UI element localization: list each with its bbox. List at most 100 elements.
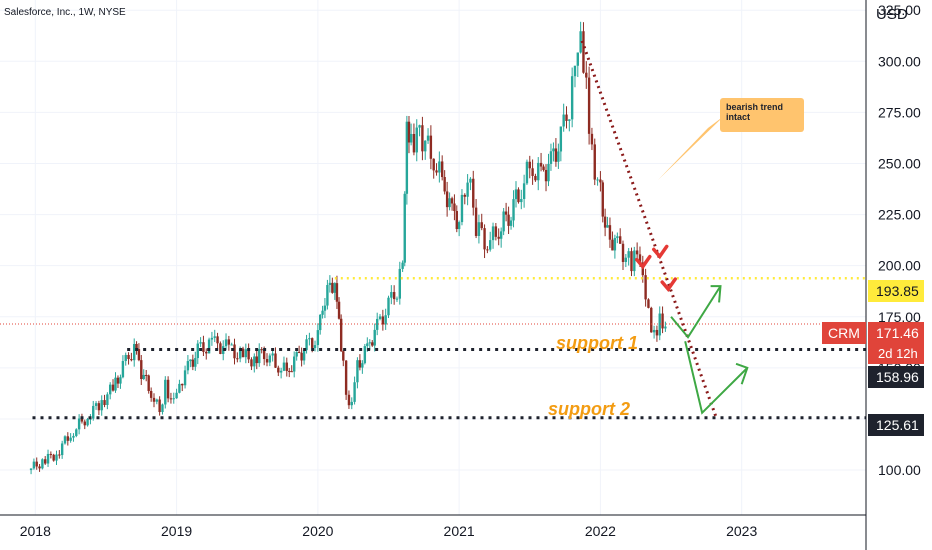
- candle-body: [387, 297, 390, 316]
- candle-body: [650, 307, 653, 333]
- candle-body: [562, 114, 565, 127]
- candle-body: [75, 429, 78, 436]
- candle-body: [435, 170, 438, 173]
- candle-body: [80, 418, 84, 422]
- candle-body: [375, 318, 379, 330]
- candle-body: [398, 268, 402, 299]
- candle-body: [539, 162, 543, 167]
- candle-body: [499, 231, 503, 239]
- candle-body: [52, 454, 55, 461]
- candle-body: [83, 421, 86, 426]
- candle-body: [147, 375, 150, 391]
- candle-body: [285, 362, 288, 371]
- candle-body: [224, 339, 228, 347]
- candle-body: [49, 453, 53, 455]
- x-tick-label: 2020: [302, 523, 333, 539]
- candle-body: [463, 194, 466, 197]
- candle-body: [544, 169, 548, 182]
- candle-body: [77, 418, 81, 430]
- x-tick-label: 2022: [585, 523, 616, 539]
- candle-body: [429, 135, 433, 159]
- candle-body: [114, 377, 117, 391]
- candle-body: [450, 198, 454, 204]
- y-tick-label: 325.00: [878, 2, 921, 18]
- candle-body: [172, 398, 175, 400]
- candle-body: [60, 443, 64, 456]
- candle-body: [403, 193, 406, 263]
- y-tick-label: 225.00: [878, 207, 921, 223]
- candle-body: [97, 403, 101, 411]
- x-tick-label: 2019: [161, 523, 192, 539]
- candle-body: [55, 454, 58, 461]
- candle-body: [103, 400, 106, 405]
- candle-body: [549, 151, 553, 164]
- candle-body: [603, 216, 607, 228]
- candle-body: [199, 342, 202, 344]
- candle-body: [323, 305, 327, 311]
- candle-body: [183, 370, 187, 386]
- candle-body: [635, 250, 639, 255]
- last-price-tag: 171.46: [868, 322, 924, 344]
- candle-body: [337, 301, 341, 319]
- candle-body: [313, 345, 317, 348]
- candle-body: [127, 354, 130, 360]
- candle-body: [601, 182, 604, 217]
- candle-body: [522, 183, 526, 200]
- candle-body: [531, 168, 534, 176]
- candle-body: [621, 243, 625, 262]
- candle-body: [41, 459, 44, 469]
- candle-body: [573, 65, 577, 77]
- candle-body: [565, 114, 568, 121]
- rejection-mark: [651, 244, 669, 260]
- candle-body: [46, 453, 50, 464]
- candle-body: [207, 339, 211, 354]
- candle-body: [290, 371, 293, 373]
- candle-body: [295, 351, 298, 357]
- candle-body: [326, 285, 329, 306]
- candle-body: [335, 283, 339, 302]
- candle-body: [202, 342, 205, 352]
- candle-body: [514, 189, 518, 200]
- countdown-tag: 2d 12h: [868, 344, 924, 364]
- candle-body: [116, 377, 120, 384]
- support-2-label: support 2: [548, 399, 631, 419]
- rejection-mark: [660, 277, 677, 292]
- candle-body: [585, 72, 588, 78]
- candle-body: [552, 148, 555, 152]
- candle-body: [517, 189, 520, 203]
- trendline: [580, 40, 724, 419]
- candle-body: [630, 251, 633, 272]
- candle-body: [155, 399, 159, 402]
- candle-body: [507, 214, 510, 226]
- candle-body: [236, 358, 239, 360]
- candle-body: [353, 382, 356, 402]
- candle-body: [169, 398, 173, 400]
- arrow-head: [735, 362, 749, 385]
- candle-body: [124, 354, 127, 362]
- candle-body: [570, 76, 574, 120]
- candle-body: [608, 225, 612, 240]
- candle-body: [300, 352, 303, 361]
- candle-body: [44, 459, 47, 464]
- candle-body: [331, 282, 334, 293]
- candle-body: [412, 133, 416, 153]
- candle-body: [644, 275, 647, 300]
- candle-body: [321, 310, 324, 315]
- candle-body: [175, 392, 178, 399]
- candle-body: [35, 461, 38, 467]
- candle-body: [333, 283, 337, 293]
- candle-body: [661, 313, 664, 329]
- candle-body: [233, 344, 236, 359]
- candle-body: [557, 151, 560, 162]
- candle-body: [342, 351, 345, 361]
- candle-body: [271, 353, 274, 356]
- candles: [29, 21, 667, 475]
- candle-body: [210, 337, 214, 340]
- candle-body: [149, 390, 153, 398]
- candle-body: [582, 31, 585, 73]
- candle-body: [477, 222, 481, 236]
- candle-body: [72, 435, 75, 438]
- candle-body: [288, 370, 291, 372]
- candle-body: [466, 182, 469, 197]
